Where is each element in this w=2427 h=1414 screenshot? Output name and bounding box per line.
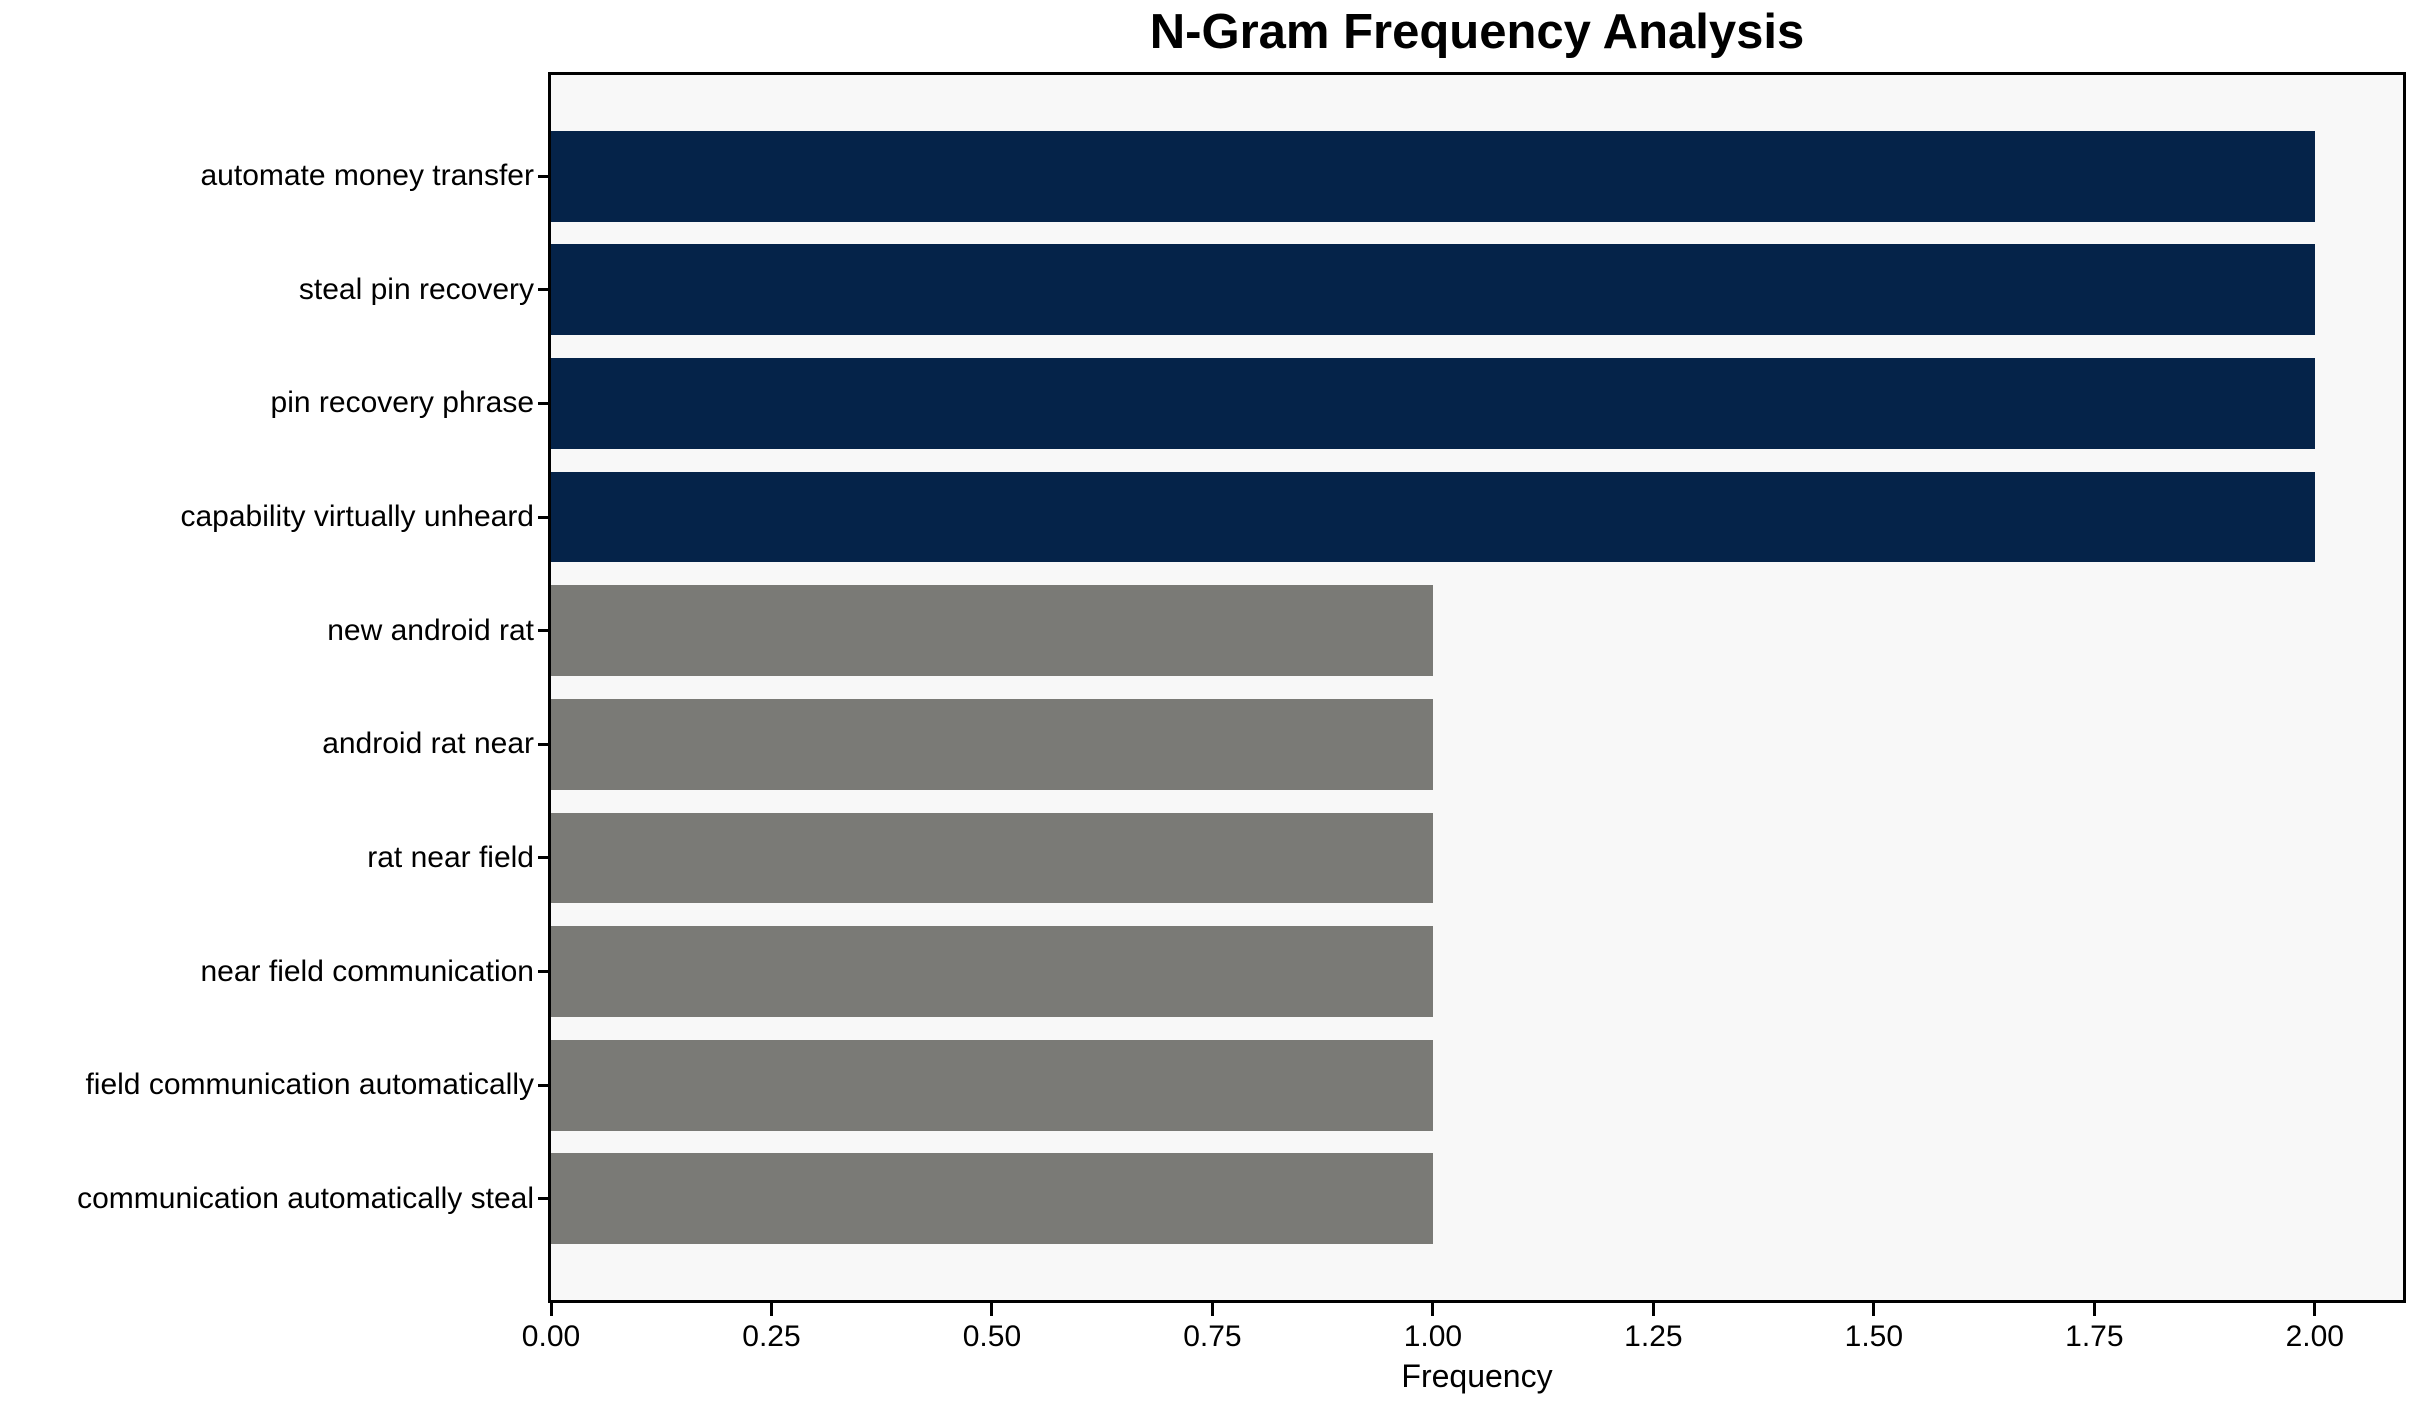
y-tick-mark [538, 1197, 548, 1201]
bar-android-rat-near [551, 698, 1433, 790]
y-tick-mark [538, 401, 548, 405]
y-tick-label: new android rat [327, 613, 534, 647]
y-tick-mark [538, 515, 548, 519]
x-tick-label: 1.25 [1624, 1320, 1683, 1353]
x-tick-mark [2313, 1303, 2317, 1316]
bar-pin-recovery-phrase [551, 357, 2315, 449]
bar-automate-money-transfer [551, 130, 2315, 222]
y-tick-label: android rat near [322, 727, 534, 761]
bar-capability-virtually-unheard [551, 471, 2315, 563]
x-tick-label: 1.75 [2065, 1320, 2124, 1353]
y-tick-mark [538, 1083, 548, 1087]
x-tick-mark [769, 1303, 773, 1316]
bar-near-field-communication [551, 926, 1433, 1018]
x-tick-label: 0.75 [1183, 1320, 1242, 1353]
x-axis-label: Frequency [1401, 1358, 1553, 1394]
bar-field-communication-automatically [551, 1039, 1433, 1131]
y-tick-mark [538, 742, 548, 746]
y-tick-label: capability virtually unheard [180, 500, 534, 534]
x-tick-mark [1872, 1303, 1876, 1316]
x-tick-mark [549, 1303, 553, 1316]
chart-title: N-Gram Frequency Analysis [1149, 5, 1805, 59]
bar-rat-near-field [551, 812, 1433, 904]
x-tick-label: 0.50 [962, 1320, 1022, 1353]
y-tick-label: communication automatically steal [77, 1181, 534, 1215]
y-tick-mark [538, 970, 548, 974]
x-tick-mark [2092, 1303, 2096, 1316]
x-tick-mark [1651, 1303, 1655, 1316]
x-tick-label: 2.00 [2285, 1320, 2344, 1353]
y-tick-label: near field communication [200, 954, 534, 988]
y-tick-mark [538, 174, 548, 178]
x-tick-mark [1431, 1303, 1435, 1316]
x-tick-label: 0.00 [521, 1320, 581, 1353]
y-tick-label: automate money transfer [200, 159, 534, 193]
x-tick-label: 1.00 [1403, 1320, 1463, 1353]
x-tick-mark [990, 1303, 994, 1316]
bar-communication-automatically-steal [551, 1153, 1433, 1245]
bar-new-android-rat [551, 585, 1433, 677]
y-tick-label: steal pin recovery [298, 272, 534, 306]
y-tick-label: pin recovery phrase [270, 386, 534, 420]
y-tick-mark [538, 856, 548, 860]
y-tick-label: rat near field [367, 840, 534, 874]
y-tick-mark [538, 288, 548, 292]
x-tick-label: 0.25 [742, 1320, 801, 1353]
y-tick-mark [538, 629, 548, 633]
x-tick-label: 1.50 [1844, 1320, 1904, 1353]
x-tick-mark [1210, 1303, 1214, 1316]
y-tick-label: field communication automatically [85, 1068, 534, 1102]
y-axis-labels: automate money transfer steal pin recover… [0, 72, 534, 1303]
bar-steal-pin-recovery [551, 244, 2315, 336]
plot-area [548, 72, 2406, 1303]
